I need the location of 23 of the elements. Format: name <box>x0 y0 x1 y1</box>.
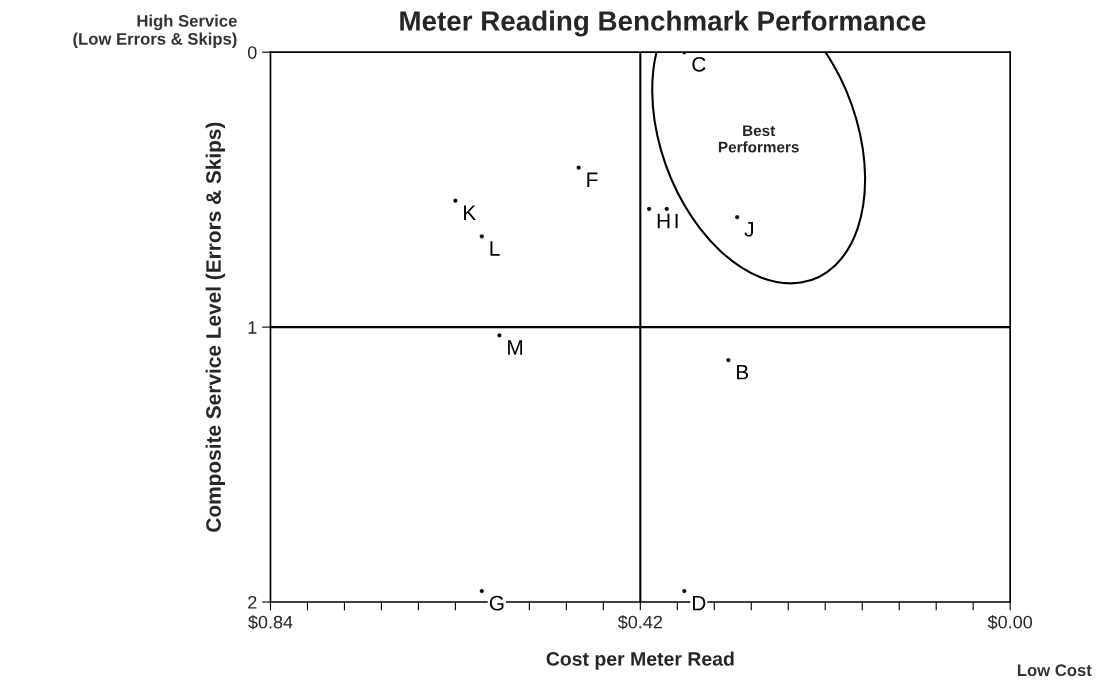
text: Low Cost <box>1017 664 1092 677</box>
data-label: H <box>657 213 670 229</box>
data-label: L <box>490 241 500 256</box>
data-label: M <box>508 340 523 355</box>
data-label: J <box>744 222 753 237</box>
data-label: K <box>464 205 477 220</box>
y-tick-label: 0 <box>247 46 257 59</box>
y-axis-title: Composite Service Level (Errors & Skips) <box>205 122 226 532</box>
x-tick-label: $0.84 <box>248 614 293 630</box>
y-tick-label: 2 <box>248 595 257 609</box>
chart-title: Meter Reading Benchmark Performance <box>400 10 926 37</box>
data-label: D <box>693 595 706 611</box>
data-label: G <box>489 595 504 611</box>
annotation: Best Performers <box>718 125 799 153</box>
x-tick-label: $0.00 <box>987 614 1033 630</box>
x-axis-title: Cost per Meter Read <box>546 651 734 670</box>
data-label: I <box>675 213 678 229</box>
x-tick-label: $0.42 <box>617 614 663 630</box>
data-label: C <box>692 56 706 72</box>
text: High Service (Low Errors & Skips) <box>73 14 237 49</box>
data-label: B <box>737 365 749 380</box>
data-label: F <box>587 172 598 187</box>
y-tick-label: 1 <box>248 321 257 334</box>
